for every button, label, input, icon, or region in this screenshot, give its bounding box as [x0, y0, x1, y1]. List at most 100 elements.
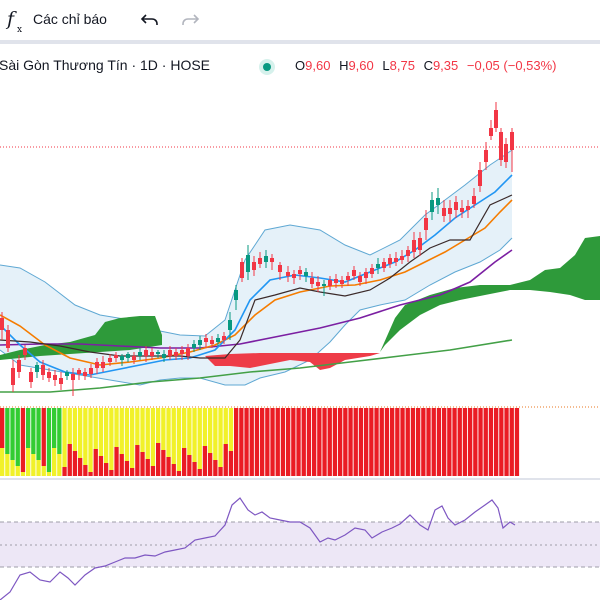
candle-body — [466, 206, 470, 210]
histogram-bar — [145, 408, 150, 459]
histogram-bar — [265, 408, 270, 476]
candle-body — [364, 272, 368, 278]
candle-body — [29, 372, 33, 382]
candle-body — [270, 258, 274, 262]
histogram-bar — [161, 408, 166, 450]
chart-legend: Sài Gòn Thương Tín · 1D · HOSE O9,60 H9,… — [0, 54, 600, 78]
histogram-bar — [213, 408, 218, 460]
histogram-bar — [280, 408, 286, 476]
histogram-bar — [0, 408, 5, 448]
candle-body — [460, 208, 464, 212]
histogram-bar-lower — [26, 448, 31, 476]
histogram-bar — [156, 408, 161, 443]
histogram-bar-lower — [161, 450, 166, 476]
histogram-bar — [353, 408, 358, 476]
high-value: 9,60 — [348, 58, 374, 73]
histogram-bar — [31, 408, 36, 454]
open-key: O — [295, 58, 306, 73]
candle-body — [77, 370, 81, 374]
candle-body — [258, 258, 262, 264]
rsi-line — [0, 497, 516, 600]
candle-body — [83, 372, 87, 376]
candle-body — [204, 338, 208, 342]
histogram-bar — [150, 408, 156, 466]
histogram-bar — [26, 408, 31, 448]
candle-body — [59, 378, 63, 384]
candle-body — [246, 255, 250, 272]
candle-body — [376, 264, 380, 268]
histogram-bar — [239, 408, 244, 476]
histogram-bar-lower — [52, 448, 57, 476]
histogram-bar — [499, 408, 504, 476]
histogram-bar — [140, 408, 145, 452]
redo-icon[interactable] — [180, 10, 200, 30]
candle-body — [448, 208, 452, 214]
candle-body — [180, 350, 184, 354]
histogram-bar — [52, 408, 57, 448]
candle-body — [216, 338, 220, 342]
histogram-bar — [78, 408, 83, 458]
histogram-bar-lower — [135, 445, 140, 476]
histogram-bar — [436, 408, 442, 476]
histogram-bar-lower — [150, 466, 156, 476]
candle-body — [388, 258, 392, 264]
histogram-bar — [104, 408, 109, 463]
candle-body — [286, 272, 290, 276]
histogram-bar — [109, 408, 114, 470]
candle-body — [499, 132, 503, 160]
histogram-bar-lower — [213, 460, 218, 476]
bollinger-lower — [0, 237, 513, 386]
histogram-bar — [343, 408, 348, 476]
histogram-bar — [20, 408, 26, 472]
candle-body — [489, 128, 493, 136]
candle-body — [352, 270, 356, 276]
ma-orange — [0, 199, 513, 366]
strength-histogram — [0, 408, 520, 476]
candle-body — [430, 200, 434, 212]
candle-body — [17, 360, 21, 372]
candle-body — [358, 276, 362, 282]
undo-icon[interactable] — [140, 10, 160, 30]
histogram-bar — [338, 408, 343, 476]
histogram-bar-lower — [192, 462, 197, 476]
candle-body — [340, 280, 344, 284]
histogram-bar — [218, 408, 223, 467]
histogram-bar — [421, 408, 426, 476]
candle-body — [510, 132, 514, 150]
histogram-bar — [197, 408, 202, 469]
histogram-bar — [384, 408, 390, 476]
candle-body — [494, 110, 498, 128]
histogram-bar-lower — [67, 444, 72, 476]
histogram-bar — [166, 408, 171, 457]
histogram-bar — [182, 408, 187, 448]
histogram-bar — [171, 408, 176, 464]
histogram-bar — [270, 408, 275, 476]
histogram-bar — [390, 408, 395, 476]
ma-long-green — [0, 339, 513, 393]
histogram-bar — [234, 408, 239, 476]
low-key: L — [382, 58, 390, 73]
candle-body — [65, 372, 69, 376]
histogram-bar — [426, 408, 431, 476]
chart-canvas[interactable] — [0, 80, 600, 600]
histogram-bar — [176, 408, 182, 471]
candle-body — [370, 268, 374, 274]
histogram-bar — [379, 408, 384, 476]
candle-body — [406, 250, 410, 256]
histogram-bar — [98, 408, 104, 456]
histogram-bar — [130, 408, 135, 468]
histogram-bar — [244, 408, 249, 476]
pane-divider-rsi — [0, 478, 600, 480]
histogram-bar-lower — [166, 457, 171, 476]
histogram-bar — [260, 408, 265, 476]
histogram-bar-lower — [223, 444, 228, 476]
histogram-bar — [317, 408, 322, 476]
histogram-bar — [312, 408, 317, 476]
histogram-bar — [249, 408, 254, 476]
histogram-bar — [10, 408, 15, 460]
candle-body — [298, 270, 302, 274]
symbol-title[interactable]: Sài Gòn Thương Tín · 1D · HOSE — [0, 57, 211, 73]
candle-body — [222, 336, 226, 340]
candle-body — [292, 274, 296, 278]
